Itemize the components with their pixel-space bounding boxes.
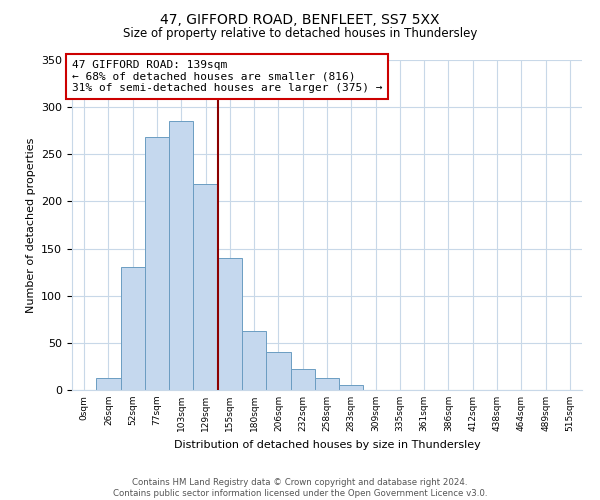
Text: 47 GIFFORD ROAD: 139sqm
← 68% of detached houses are smaller (816)
31% of semi-d: 47 GIFFORD ROAD: 139sqm ← 68% of detache… xyxy=(72,60,383,93)
Bar xyxy=(193,184,218,390)
Bar xyxy=(339,386,364,390)
Bar xyxy=(315,378,339,390)
Bar xyxy=(169,122,193,390)
Bar xyxy=(242,330,266,390)
Y-axis label: Number of detached properties: Number of detached properties xyxy=(26,138,35,312)
Text: Contains HM Land Registry data © Crown copyright and database right 2024.
Contai: Contains HM Land Registry data © Crown c… xyxy=(113,478,487,498)
Bar xyxy=(218,258,242,390)
Bar xyxy=(96,378,121,390)
X-axis label: Distribution of detached houses by size in Thundersley: Distribution of detached houses by size … xyxy=(173,440,481,450)
Bar xyxy=(266,352,290,390)
Bar xyxy=(145,138,169,390)
Text: Size of property relative to detached houses in Thundersley: Size of property relative to detached ho… xyxy=(123,28,477,40)
Bar xyxy=(121,268,145,390)
Bar xyxy=(290,370,315,390)
Text: 47, GIFFORD ROAD, BENFLEET, SS7 5XX: 47, GIFFORD ROAD, BENFLEET, SS7 5XX xyxy=(160,12,440,26)
